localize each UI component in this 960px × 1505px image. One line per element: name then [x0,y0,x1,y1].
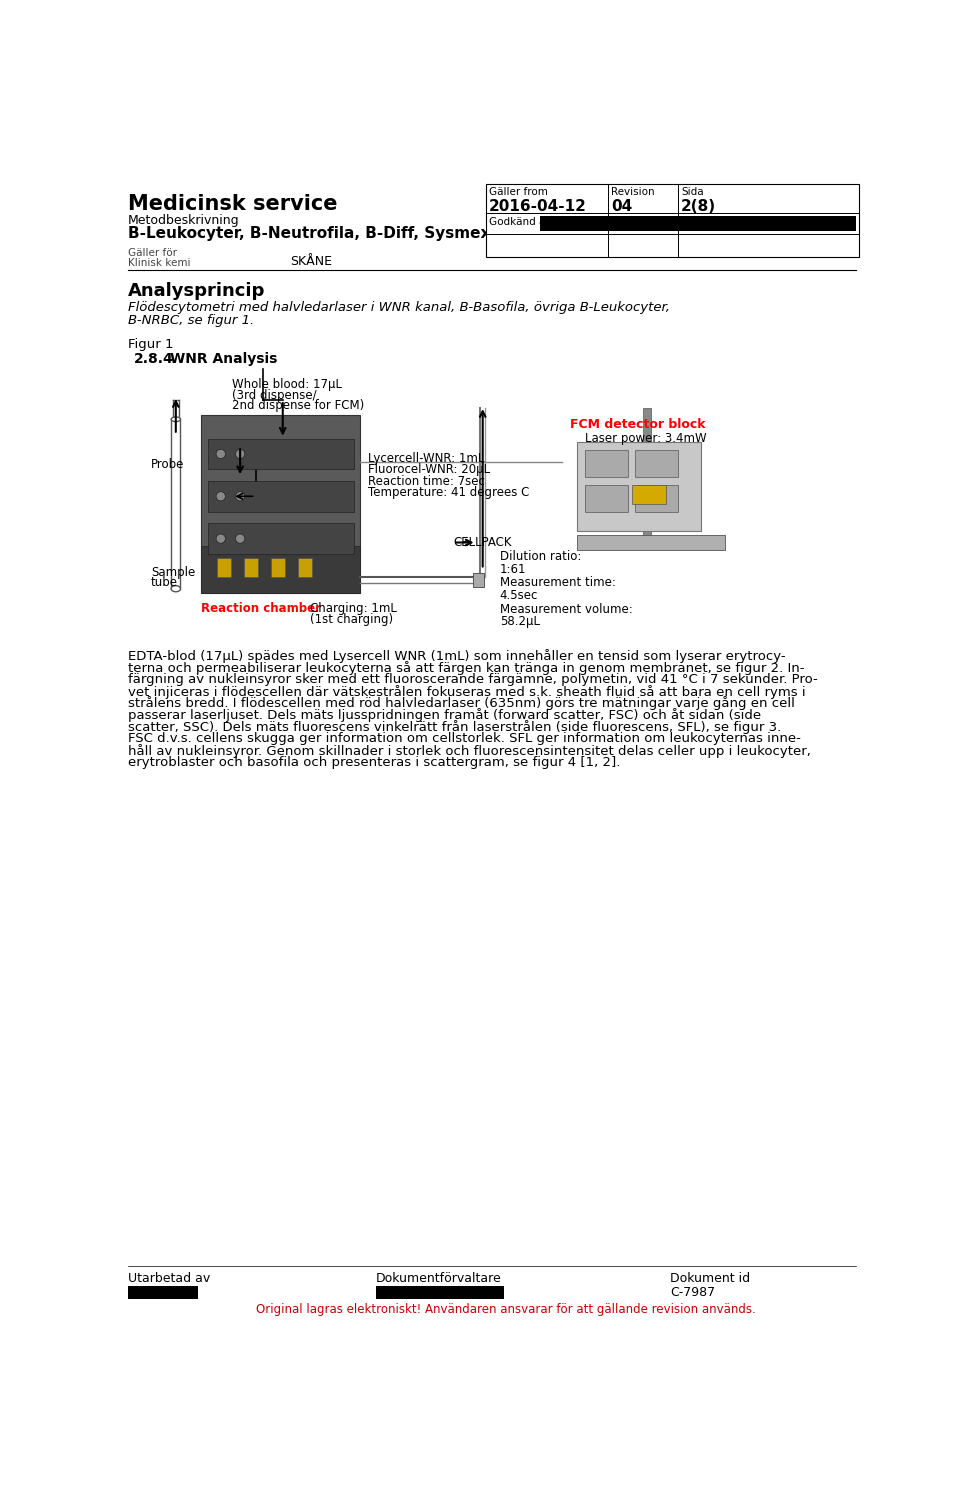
Text: 1:61: 1:61 [500,563,526,575]
Bar [244,558,258,576]
Bar [271,558,285,576]
Bar [202,546,360,593]
Text: 4.5sec: 4.5sec [500,588,539,602]
Text: Figur 1: Figur 1 [128,339,173,352]
Bar [636,485,678,512]
Text: Sida: Sida [681,187,704,197]
Text: Gäller för: Gäller för [128,248,177,259]
Text: Measurement volume:: Measurement volume: [500,602,633,616]
Text: Medicinsk service: Medicinsk service [128,194,337,214]
Text: erytroblaster och basofila och presenteras i scattergram, se figur 4 [1, 2].: erytroblaster och basofila och presenter… [128,756,620,769]
Text: 04: 04 [612,199,633,214]
Circle shape [235,492,245,501]
Bar [299,558,312,576]
Text: Fluorocel-WNR: 20μL: Fluorocel-WNR: 20μL [368,464,491,476]
Circle shape [235,450,245,459]
Text: Dilution ratio:: Dilution ratio: [500,551,581,563]
Text: FSC d.v.s. cellens skugga ger information om cellstorlek. SFL ger information om: FSC d.v.s. cellens skugga ger informatio… [128,733,801,745]
Text: FCM detector block: FCM detector block [569,418,705,430]
Bar [577,534,725,551]
Text: Sample: Sample [151,566,195,578]
Text: håll av nukleinsyror. Genom skillnader i storlek och fluorescensintensitet delas: håll av nukleinsyror. Genom skillnader i… [128,745,810,759]
Bar [472,573,484,587]
Text: vet injiceras i flödescellen där vätskestrålen fokuseras med s.k. sheath fluid s: vet injiceras i flödescellen där vätskes… [128,685,805,698]
Text: Klinisk kemi: Klinisk kemi [128,257,190,268]
Text: B-Leukocyter, B-Neutrofila, B-Diff, Sysmex XN-10: B-Leukocyter, B-Neutrofila, B-Diff, Sysm… [128,226,547,241]
Text: 2016-04-12: 2016-04-12 [489,199,587,214]
Bar [632,485,666,504]
Text: (1st charging): (1st charging) [310,614,393,626]
Text: C-7987: C-7987 [670,1285,715,1299]
Text: Analysprincip: Analysprincip [128,283,265,299]
Text: CELLPACK: CELLPACK [453,536,512,549]
Text: Probe: Probe [151,458,184,471]
Ellipse shape [171,417,180,421]
Ellipse shape [171,585,180,591]
Text: SKÅNE: SKÅNE [291,254,332,268]
Text: tube: tube [151,576,178,590]
Bar [217,558,230,576]
Text: 2(8): 2(8) [681,199,716,214]
Text: Whole blood: 17μL: Whole blood: 17μL [232,378,343,391]
Text: 2.8.4: 2.8.4 [134,352,174,366]
Bar [585,485,628,512]
Text: Gäller from: Gäller from [489,187,548,197]
Text: 2nd dispense for FCM): 2nd dispense for FCM) [232,399,365,412]
Text: Lycercell-WNR: 1mL: Lycercell-WNR: 1mL [368,452,485,465]
Circle shape [235,534,245,543]
Text: Revision: Revision [612,187,655,197]
Bar [540,217,856,232]
Text: terna och permeabiliserar leukocyterna så att färgen kan tränga in genom membran: terna och permeabiliserar leukocyterna s… [128,661,804,674]
Bar [202,415,360,593]
Text: Measurement time:: Measurement time: [500,576,615,590]
Text: WNR Analysis: WNR Analysis [170,352,277,366]
Text: färgning av nukleinsyror sker med ett fluoroscerande färgämne, polymetin, vid 41: färgning av nukleinsyror sker med ett fl… [128,673,818,686]
Text: Metodbeskrivning: Metodbeskrivning [128,215,239,227]
Text: (3rd dispense/: (3rd dispense/ [232,388,317,402]
Bar [585,450,628,477]
Text: Reaction time: 7sec: Reaction time: 7sec [368,474,485,488]
Bar [577,442,701,531]
Text: Charging: 1mL: Charging: 1mL [310,602,396,614]
Bar [636,450,678,477]
Text: scatter, SSC). Dels mäts fluorescens vinkelrätt från laserstrålen (side fluoresc: scatter, SSC). Dels mäts fluorescens vin… [128,721,781,734]
Bar [207,482,354,512]
Bar [375,1285,504,1299]
Text: Original lagras elektroniskt! Användaren ansvarar för att gällande revision anvä: Original lagras elektroniskt! Användaren… [255,1303,756,1317]
Text: B-NRBC, se figur 1.: B-NRBC, se figur 1. [128,315,254,327]
Bar [486,184,859,257]
Circle shape [216,450,226,459]
Bar [207,438,354,470]
Text: Temperature: 41 degrees C: Temperature: 41 degrees C [368,486,529,500]
Text: Flödescytometri med halvledarlaser i WNR kanal, B-Basofila, övriga B-Leukocyter,: Flödescytometri med halvledarlaser i WNR… [128,301,670,315]
Text: strålens bredd. I flödescellen med röd halvledarlaser (635nm) görs tre mätningar: strålens bredd. I flödescellen med röd h… [128,697,795,710]
Text: 58.2μL: 58.2μL [500,616,540,628]
Bar [643,408,651,534]
Text: Godkänd av:: Godkänd av: [489,217,555,227]
Text: Dokument id: Dokument id [670,1272,751,1285]
Bar [207,524,354,554]
Circle shape [216,534,226,543]
Text: Reaction chamber: Reaction chamber [202,602,322,614]
Circle shape [216,492,226,501]
Text: EDTA-blod (17μL) spädes med Lysercell WNR (1mL) som innehåller en tensid som lys: EDTA-blod (17μL) spädes med Lysercell WN… [128,649,785,662]
Text: Laser power: 3.4mW: Laser power: 3.4mW [585,432,707,444]
Text: passerar laserljuset. Dels mäts ljusspridningen framåt (forward scatter, FSC) oc: passerar laserljuset. Dels mäts ljusspri… [128,709,761,722]
Text: Utarbetad av: Utarbetad av [128,1272,210,1285]
Text: Dokumentförvaltare: Dokumentförvaltare [375,1272,501,1285]
Bar [128,1285,198,1299]
